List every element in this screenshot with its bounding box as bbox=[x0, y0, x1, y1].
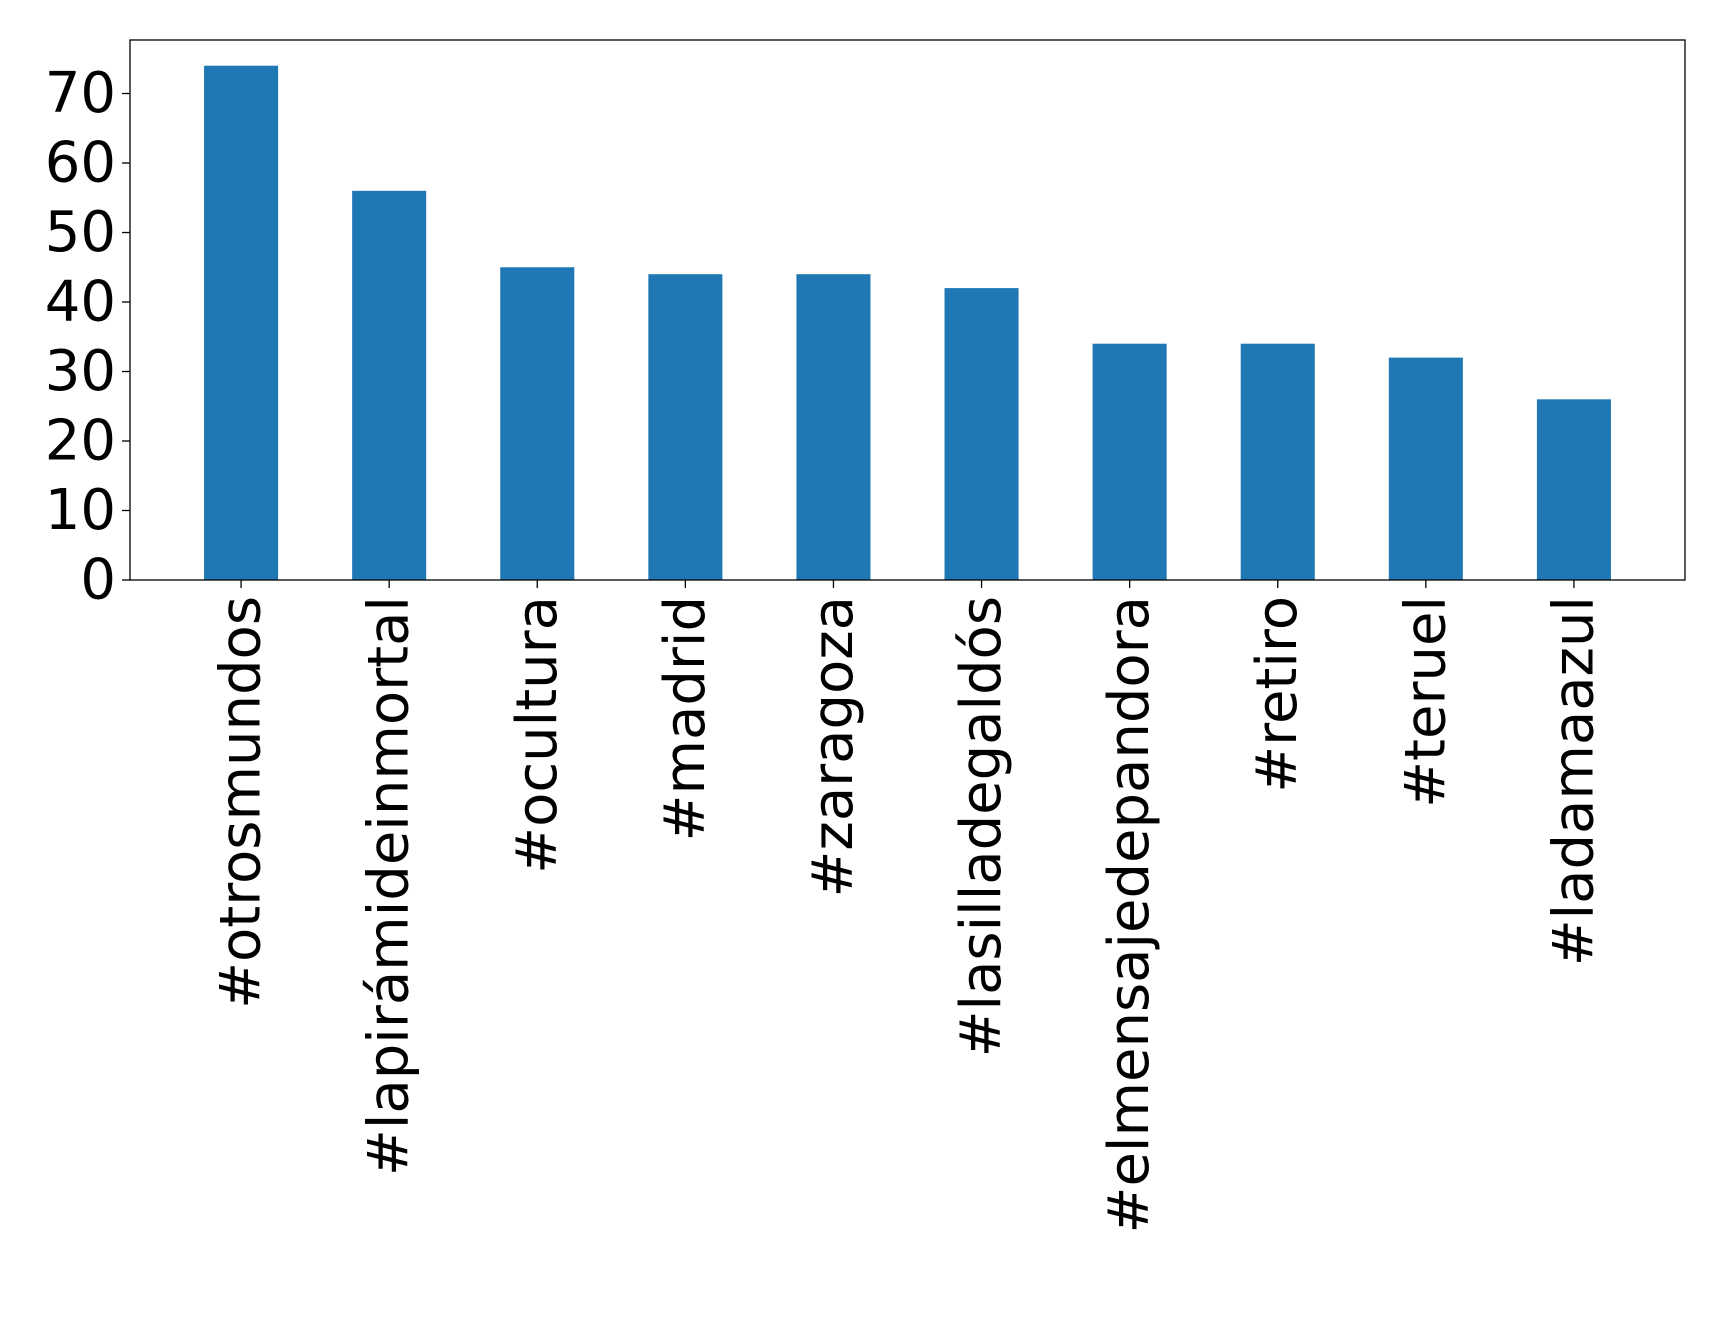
y-tick-label: 40 bbox=[45, 270, 116, 335]
y-tick-label: 70 bbox=[45, 61, 116, 126]
y-tick-label: 0 bbox=[80, 548, 116, 613]
x-tick-label: #elmensajedepandora bbox=[1097, 596, 1162, 1233]
x-tick-label: #zaragoza bbox=[801, 596, 866, 898]
bar bbox=[500, 267, 575, 580]
bar bbox=[944, 288, 1019, 580]
bars-layer bbox=[204, 65, 1611, 581]
x-tick-label: #ocultura bbox=[505, 596, 570, 874]
x-tick-label: #teruel bbox=[1393, 596, 1458, 808]
x-tick-label: #lasilladegaldós bbox=[949, 596, 1014, 1057]
bar bbox=[796, 274, 871, 580]
y-tick-label: 30 bbox=[45, 339, 116, 404]
x-tick-label: #madrid bbox=[653, 596, 718, 841]
bar bbox=[1240, 343, 1315, 580]
plot-frame bbox=[129, 39, 1686, 581]
x-tick-label: #lapirámideinmortal bbox=[357, 596, 422, 1176]
y-tick-label: 60 bbox=[45, 131, 116, 196]
bar bbox=[352, 190, 427, 581]
x-tick-label: #otrosmundos bbox=[209, 596, 274, 1009]
bar bbox=[1536, 399, 1611, 580]
y-tick-label: 10 bbox=[45, 478, 116, 543]
bar bbox=[1388, 357, 1463, 580]
x-tick-label: #ladamaazul bbox=[1541, 596, 1606, 966]
bar bbox=[204, 65, 279, 580]
bar bbox=[1092, 343, 1167, 580]
y-tick-label: 50 bbox=[45, 200, 116, 265]
x-axis: #otrosmundos #lapirámideinmortal #ocultura… bbox=[209, 580, 1606, 1233]
y-tick-label: 20 bbox=[45, 409, 116, 474]
x-tick-label: #retiro bbox=[1245, 596, 1310, 793]
bar bbox=[648, 274, 723, 580]
